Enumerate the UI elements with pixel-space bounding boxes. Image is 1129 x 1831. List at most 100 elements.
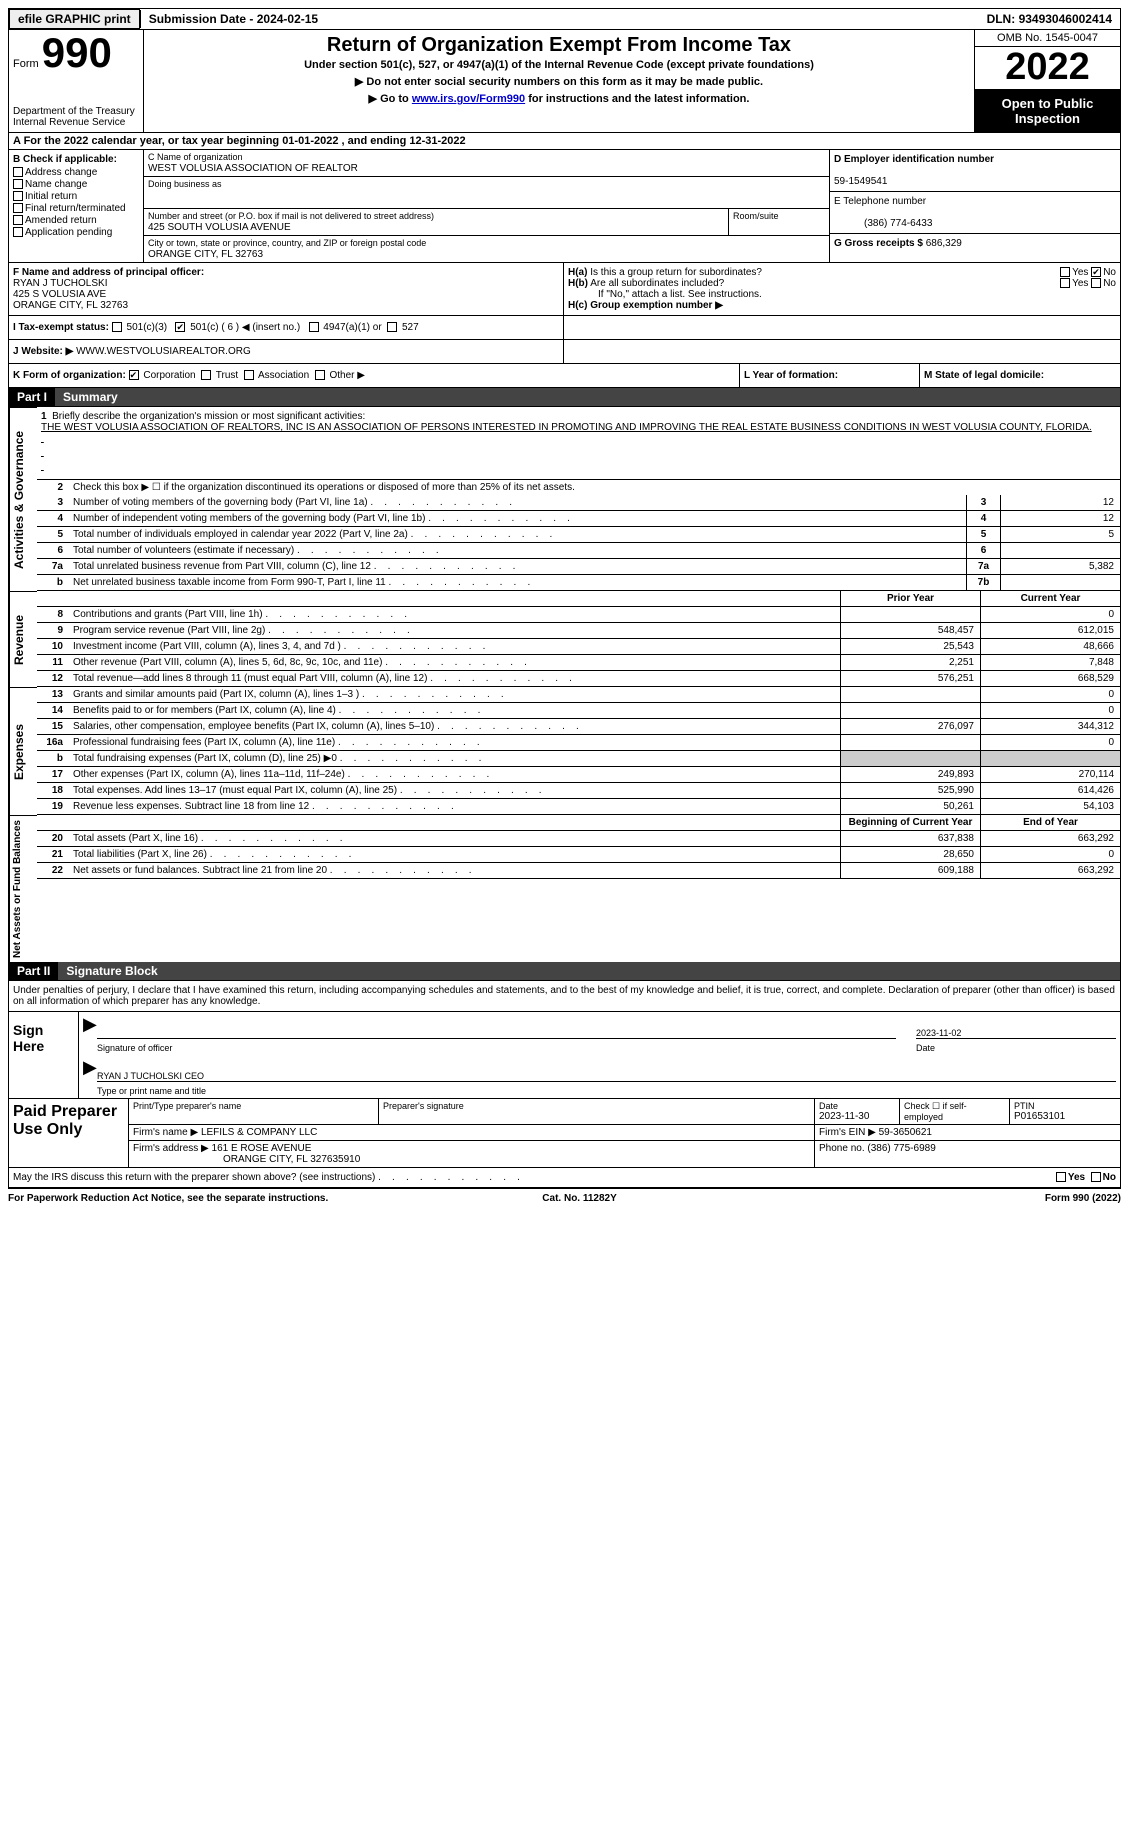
discuss-row: May the IRS discuss this return with the… — [8, 1168, 1121, 1188]
net-col-header: Beginning of Current Year End of Year — [37, 815, 1120, 831]
table-row: 22Net assets or fund balances. Subtract … — [37, 863, 1120, 879]
col-c-org: C Name of organization WEST VOLUSIA ASSO… — [144, 150, 830, 262]
net-vert-label: Net Assets or Fund Balances — [9, 815, 37, 962]
table-row: 20Total assets (Part X, line 16)637,8386… — [37, 831, 1120, 847]
form-footer: Form 990 (2022) — [1045, 1193, 1121, 1204]
form-note-2: ▶ Go to www.irs.gov/Form990 for instruct… — [148, 92, 970, 105]
org-info-block: B Check if applicable: Address change Na… — [8, 150, 1121, 263]
row-f-h: F Name and address of principal officer:… — [8, 263, 1121, 316]
officer-signature-field[interactable] — [97, 1014, 896, 1039]
form-subtitle: Under section 501(c), 527, or 4947(a)(1)… — [148, 59, 970, 71]
mission-text: THE WEST VOLUSIA ASSOCIATION OF REALTORS… — [41, 422, 1092, 433]
table-row: 13Grants and similar amounts paid (Part … — [37, 687, 1120, 703]
paid-preparer-block: Paid Preparer Use Only Print/Type prepar… — [8, 1099, 1121, 1168]
table-row: 12Total revenue—add lines 8 through 11 (… — [37, 671, 1120, 687]
row-i-tax-status: I Tax-exempt status: 501(c)(3) 501(c) ( … — [8, 316, 1121, 340]
chk-address-change[interactable]: Address change — [13, 167, 139, 178]
col-b-checkboxes: B Check if applicable: Address change Na… — [9, 150, 144, 262]
expenses-block: Expenses 13Grants and similar amounts pa… — [8, 687, 1121, 815]
sign-here-block: Sign Here ▶ 2023-11-02 Signature of offi… — [8, 1012, 1121, 1099]
ein-value: 59-1549541 — [834, 176, 887, 187]
chk-final-return[interactable]: Final return/terminated — [13, 203, 139, 214]
department: Department of the Treasury Internal Reve… — [13, 106, 139, 128]
paid-preparer-label: Paid Preparer Use Only — [9, 1099, 129, 1167]
city-label: City or town, state or province, country… — [148, 238, 426, 248]
sig-date: 2023-11-02 — [916, 1014, 1116, 1039]
col-d-ein: D Employer identification number 59-1549… — [830, 150, 1120, 262]
addr-value: 425 SOUTH VOLUSIA AVENUE — [148, 222, 291, 233]
form-note-1: ▶ Do not enter social security numbers o… — [148, 75, 970, 88]
line-2-text: Check this box ▶ ☐ if the organization d… — [69, 480, 1120, 495]
paperwork-notice: For Paperwork Reduction Act Notice, see … — [8, 1193, 328, 1204]
form-header: Form 990 Department of the Treasury Inte… — [8, 30, 1121, 133]
submission-date: Submission Date - 2024-02-15 — [140, 10, 326, 28]
table-row: 15Salaries, other compensation, employee… — [37, 719, 1120, 735]
sig-intro: Under penalties of perjury, I declare th… — [8, 981, 1121, 1012]
table-row: 14Benefits paid to or for members (Part … — [37, 703, 1120, 719]
sign-here-label: Sign Here — [9, 1012, 79, 1098]
rev-col-header: Prior Year Current Year — [37, 591, 1120, 607]
table-row: 4Number of independent voting members of… — [37, 511, 1120, 527]
org-name-label: C Name of organization — [148, 152, 243, 162]
dba-label: Doing business as — [148, 179, 222, 189]
chk-amended-return[interactable]: Amended return — [13, 215, 139, 226]
website-value: WWW.WESTVOLUSIAREALTOR.ORG — [76, 346, 251, 357]
omb-number: OMB No. 1545-0047 — [975, 30, 1120, 47]
table-row: 17Other expenses (Part IX, column (A), l… — [37, 767, 1120, 783]
table-row: bTotal fundraising expenses (Part IX, co… — [37, 751, 1120, 767]
activities-governance: Activities & Governance 1 Briefly descri… — [8, 407, 1121, 591]
phone-label: E Telephone number — [834, 196, 926, 207]
open-to-public: Open to Public Inspection — [975, 90, 1120, 132]
exp-vert-label: Expenses — [9, 687, 37, 815]
row-k-form-org: K Form of organization: Corporation Trus… — [8, 364, 1121, 388]
table-row: 6Total number of volunteers (estimate if… — [37, 543, 1120, 559]
form-right-block: OMB No. 1545-0047 2022 Open to Public In… — [975, 30, 1120, 132]
phone-value: (386) 774-6433 — [834, 218, 932, 229]
row-j-website: J Website: ▶ WWW.WESTVOLUSIAREALTOR.ORG — [8, 340, 1121, 364]
ag-vert-label: Activities & Governance — [9, 407, 37, 591]
ein-label: D Employer identification number — [834, 154, 994, 165]
table-row: 9Program service revenue (Part VIII, lin… — [37, 623, 1120, 639]
arrow-icon: ▶ — [83, 1057, 97, 1082]
table-row: 21Total liabilities (Part X, line 26)28,… — [37, 847, 1120, 863]
cat-no: Cat. No. 11282Y — [542, 1193, 616, 1204]
table-row: 7aTotal unrelated business revenue from … — [37, 559, 1120, 575]
form-id-block: Form 990 Department of the Treasury Inte… — [9, 30, 144, 132]
irs-link[interactable]: www.irs.gov/Form990 — [412, 93, 525, 105]
tax-year: 2022 — [975, 47, 1120, 90]
table-row: 18Total expenses. Add lines 13–17 (must … — [37, 783, 1120, 799]
mission-block: 1 Briefly describe the organization's mi… — [37, 407, 1120, 480]
addr-label: Number and street (or P.O. box if mail i… — [148, 211, 434, 221]
form-title-block: Return of Organization Exempt From Incom… — [144, 30, 975, 132]
efile-print-button[interactable]: efile GRAPHIC print — [9, 9, 140, 29]
form-number: 990 — [42, 29, 112, 76]
table-row: 11Other revenue (Part VIII, column (A), … — [37, 655, 1120, 671]
net-assets-block: Net Assets or Fund Balances Beginning of… — [8, 815, 1121, 962]
table-row: 3Number of voting members of the governi… — [37, 495, 1120, 511]
officer-name-title: RYAN J TUCHOLSKI CEO — [97, 1057, 1116, 1082]
form-word: Form — [13, 58, 39, 70]
table-row: 10Investment income (Part VIII, column (… — [37, 639, 1120, 655]
chk-application-pending[interactable]: Application pending — [13, 227, 139, 238]
row-a-calendar-year: A For the 2022 calendar year, or tax yea… — [8, 133, 1121, 150]
revenue-block: Revenue Prior Year Current Year 8Contrib… — [8, 591, 1121, 687]
top-bar: efile GRAPHIC print Submission Date - 20… — [8, 8, 1121, 30]
table-row: 5Total number of individuals employed in… — [37, 527, 1120, 543]
principal-officer: F Name and address of principal officer:… — [9, 263, 564, 315]
rev-vert-label: Revenue — [9, 591, 37, 687]
table-row: 16aProfessional fundraising fees (Part I… — [37, 735, 1120, 751]
part-1-header: Part I Summary — [8, 388, 1121, 407]
form-title: Return of Organization Exempt From Incom… — [148, 34, 970, 57]
chk-name-change[interactable]: Name change — [13, 179, 139, 190]
part-2-header: Part II Signature Block — [8, 962, 1121, 981]
room-label: Room/suite — [733, 211, 779, 221]
city-value: ORANGE CITY, FL 32763 — [148, 249, 263, 260]
col-b-label: B Check if applicable: — [13, 154, 139, 165]
gross-value: 686,329 — [926, 238, 962, 249]
group-return: H(a) Is this a group return for subordin… — [564, 263, 1120, 315]
chk-initial-return[interactable]: Initial return — [13, 191, 139, 202]
dln: DLN: 93493046002414 — [979, 10, 1120, 28]
table-row: bNet unrelated business taxable income f… — [37, 575, 1120, 591]
arrow-icon: ▶ — [83, 1014, 97, 1039]
org-name: WEST VOLUSIA ASSOCIATION OF REALTOR — [148, 163, 358, 174]
